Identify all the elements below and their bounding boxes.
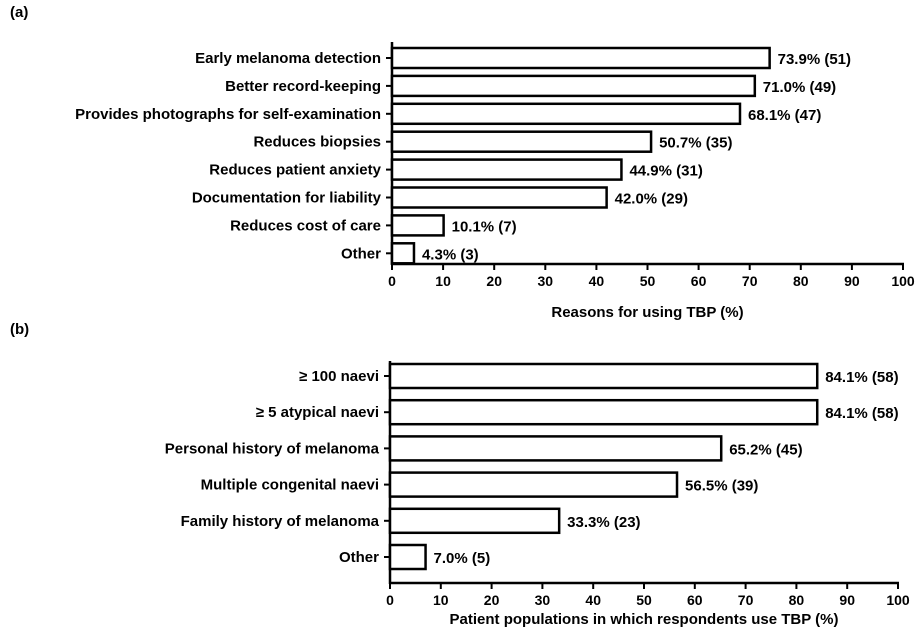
- category-label: ≥ 5 atypical naevi: [256, 404, 379, 421]
- x-tick-label: 60: [687, 592, 703, 608]
- x-tick-label: 80: [793, 273, 809, 289]
- x-tick-label: 10: [435, 273, 451, 289]
- x-tick-label: 100: [886, 592, 910, 608]
- x-tick-label: 0: [386, 592, 394, 608]
- data-label: 56.5% (39): [685, 478, 758, 495]
- x-tick-label: 50: [636, 592, 652, 608]
- data-label: 65.2% (45): [729, 441, 802, 458]
- panel-b-label: (b): [10, 321, 30, 338]
- category-label: Reduces cost of care: [230, 217, 381, 234]
- bar: [390, 74, 757, 98]
- category-label: Other: [341, 245, 381, 262]
- bar: [388, 362, 819, 390]
- bar: [390, 158, 623, 181]
- bar: [390, 186, 608, 209]
- x-tick-label: 40: [589, 273, 605, 289]
- bar: [388, 543, 427, 571]
- bar: [388, 435, 723, 462]
- data-label: 68.1% (47): [748, 107, 821, 124]
- data-label: 4.3% (3): [422, 246, 479, 263]
- x-tick-label: 20: [486, 273, 502, 289]
- x-tick-label: 80: [789, 592, 805, 608]
- bar: [390, 214, 445, 237]
- data-label: 42.0% (29): [615, 191, 688, 208]
- x-axis-title: Reasons for using TBP (%): [551, 304, 743, 321]
- category-label: Early melanoma detection: [195, 50, 381, 67]
- bar: [388, 471, 679, 498]
- category-label: Other: [339, 549, 379, 566]
- category-label: Multiple congenital naevi: [201, 477, 379, 494]
- x-tick-label: 0: [388, 273, 396, 289]
- category-label: Family history of melanoma: [181, 513, 380, 530]
- x-tick-label: 20: [484, 592, 500, 608]
- x-tick-label: 30: [535, 592, 551, 608]
- x-tick-label: 30: [538, 273, 554, 289]
- data-label: 71.0% (49): [763, 79, 836, 96]
- x-axis-title: Patient populations in which respondents…: [450, 611, 839, 628]
- category-label: Provides photographs for self-examinatio…: [75, 106, 381, 123]
- x-tick-label: 10: [433, 592, 449, 608]
- x-tick-label: 60: [691, 273, 707, 289]
- data-label: 50.7% (35): [659, 135, 732, 152]
- category-label: Reduces biopsies: [253, 134, 381, 151]
- data-label: 84.1% (58): [825, 369, 898, 386]
- category-label: Reduces patient anxiety: [209, 162, 381, 179]
- x-tick-label: 70: [738, 592, 754, 608]
- bar: [388, 398, 819, 426]
- data-label: 33.3% (23): [567, 514, 640, 531]
- x-tick-label: 70: [742, 273, 758, 289]
- bar: [390, 242, 416, 265]
- category-label: Personal history of melanoma: [165, 440, 380, 457]
- data-label: 44.9% (31): [629, 163, 702, 180]
- x-tick-label: 90: [844, 273, 860, 289]
- bar: [390, 46, 771, 70]
- category-label: Documentation for liability: [192, 190, 382, 207]
- category-label: Better record-keeping: [225, 78, 381, 95]
- bar: [390, 130, 653, 153]
- panel-a-label: (a): [10, 4, 29, 21]
- data-label: 73.9% (51): [778, 51, 851, 68]
- x-tick-label: 40: [585, 592, 601, 608]
- category-label: ≥ 100 naevi: [299, 368, 379, 385]
- data-label: 84.1% (58): [825, 405, 898, 422]
- bar: [390, 102, 742, 126]
- bar: [388, 507, 561, 535]
- data-label: 7.0% (5): [434, 550, 491, 567]
- x-tick-label: 50: [640, 273, 656, 289]
- data-label: 10.1% (7): [452, 218, 517, 235]
- x-tick-label: 90: [839, 592, 855, 608]
- x-tick-label: 100: [891, 273, 915, 289]
